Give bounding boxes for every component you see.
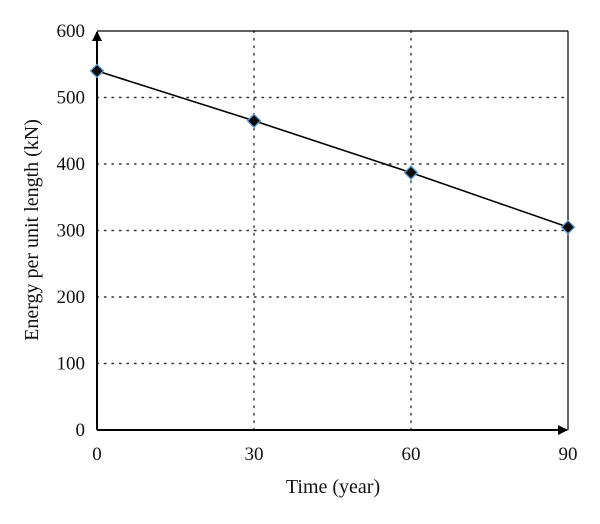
y-tick-label-300: 300 (57, 221, 86, 242)
axes (92, 30, 569, 435)
y-tick-label-600: 600 (57, 21, 86, 42)
data-point-60 (403, 165, 419, 181)
data-point-0 (89, 63, 105, 79)
x-tick-label-0: 0 (92, 444, 102, 465)
x-tick-label-60: 60 (402, 444, 421, 465)
x-axis-title: Time (year) (286, 476, 380, 498)
y-tick-label-500: 500 (57, 88, 86, 109)
y-axis-title: Energy per unit length (kN) (21, 119, 43, 341)
y-tick-label-400: 400 (57, 154, 86, 175)
y-tick-label-0: 0 (76, 420, 86, 441)
x-tick-label-30: 30 (245, 444, 264, 465)
y-tick-label-200: 200 (57, 287, 86, 308)
tick-labels: 0 100 200 300 400 500 600 0 30 60 90 (57, 21, 578, 465)
series-line-0 (96, 70, 569, 228)
y-tick-label-100: 100 (57, 354, 86, 375)
x-tick-label-90: 90 (559, 444, 578, 465)
data-point-30 (246, 113, 262, 129)
data-series (89, 63, 576, 235)
grid-lines (96, 30, 569, 431)
data-point-90 (560, 219, 576, 235)
